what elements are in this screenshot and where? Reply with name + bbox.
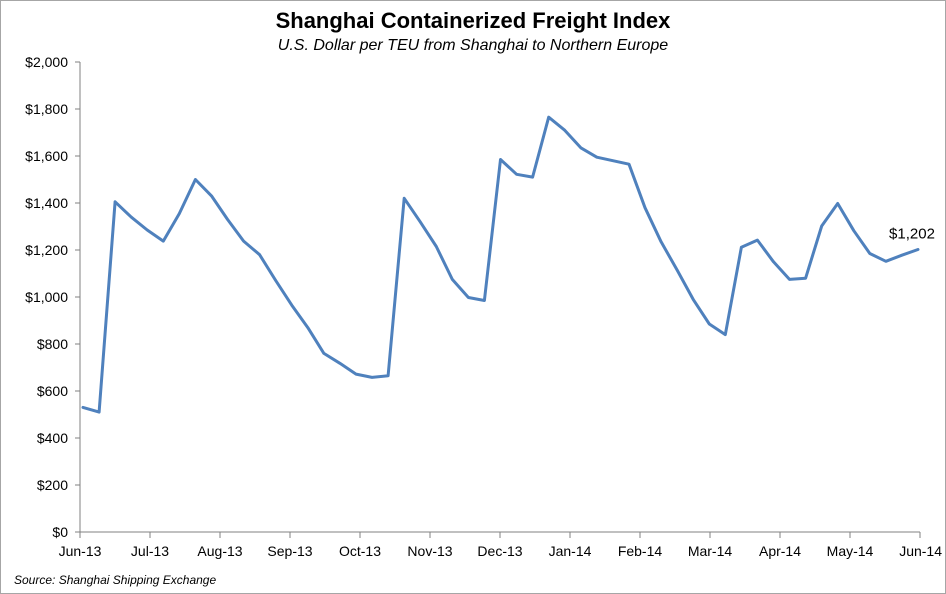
series-point: [724, 333, 727, 336]
x-tick-label: Nov-13: [407, 543, 452, 559]
series-point: [916, 248, 920, 251]
series-point: [820, 224, 823, 228]
series-point: [386, 374, 390, 377]
y-tick-label: $1,400: [25, 195, 68, 211]
x-tick-label: Feb-14: [618, 543, 663, 559]
series-point: [772, 260, 775, 263]
series-point: [419, 220, 422, 223]
y-tick-label: $1,800: [25, 101, 68, 117]
series-point: [868, 252, 871, 255]
series-point: [643, 206, 647, 209]
source-note: Source: Shanghai Shipping Exchange: [14, 573, 217, 587]
y-tick-label: $200: [37, 477, 68, 493]
series-line: [81, 115, 920, 414]
series-point: [708, 322, 711, 326]
x-axis: Jun-13 Jul-13 Aug-13 Sep-13 Oct-13 Nov-13 Dec-…: [59, 531, 942, 559]
y-tick-label: $800: [37, 336, 68, 352]
y-tick-label: $1,200: [25, 242, 68, 258]
y-tick-label: $1,000: [25, 289, 68, 305]
series-point: [226, 218, 229, 221]
series-point: [435, 245, 438, 248]
x-tick-label: Jun-13: [59, 543, 102, 559]
series-point: [611, 159, 615, 162]
series-point: [258, 253, 261, 256]
series-point: [515, 173, 518, 176]
x-tick-label: Jun-14: [899, 543, 942, 559]
series-point: [595, 156, 598, 159]
x-tick-label: Jul-13: [131, 543, 169, 559]
y-tick-label: $400: [37, 430, 68, 446]
series-point: [97, 410, 101, 414]
series-point: [242, 239, 245, 243]
last-value-label: $1,202: [889, 226, 935, 243]
series-point: [338, 362, 342, 365]
series-point: [194, 178, 197, 181]
series-point: [531, 175, 534, 179]
series-point: [322, 352, 326, 355]
series-point: [306, 326, 309, 329]
x-tick-label: Oct-13: [339, 543, 381, 559]
y-tick-label: $600: [37, 383, 68, 399]
series-point: [579, 146, 582, 149]
series-point: [274, 279, 277, 282]
x-tick-label: Aug-13: [197, 543, 242, 559]
y-axis: $0 $200 $400 $600 $800 $1,000 $1,200 $1,400 $1,6…: [25, 54, 81, 540]
series-point: [788, 278, 791, 281]
x-tick-label: Jan-14: [549, 543, 592, 559]
series-point: [659, 240, 663, 243]
series-point: [178, 212, 181, 215]
series-point: [627, 163, 631, 166]
series-point: [403, 197, 406, 200]
series-point: [451, 278, 454, 281]
series-point: [290, 304, 293, 307]
y-tick-label: $1,600: [25, 148, 68, 164]
x-tick-label: Apr-14: [759, 543, 801, 559]
series-point: [146, 228, 149, 232]
y-tick-label: $2,000: [25, 54, 68, 70]
series-point: [81, 406, 85, 409]
series-point: [130, 215, 133, 219]
x-tick-label: Sep-13: [267, 543, 312, 559]
x-tick-label: Dec-13: [477, 543, 522, 559]
x-tick-label: Mar-14: [688, 543, 733, 559]
series-point: [675, 268, 679, 272]
series-point: [370, 376, 374, 379]
series-point: [547, 116, 550, 119]
series-point: [563, 129, 566, 132]
chart-subtitle: U.S. Dollar per TEU from Shanghai to Nor…: [277, 37, 669, 54]
chart-title: Shanghai Containerized Freight Index: [275, 8, 671, 33]
series-point: [499, 158, 502, 161]
y-tick-label: $0: [52, 524, 68, 540]
series-point: [483, 299, 486, 302]
series-point: [884, 260, 888, 263]
series-point: [900, 254, 904, 257]
series-point: [113, 200, 117, 203]
series-point: [852, 229, 855, 232]
series-point: [740, 246, 743, 249]
series-point: [210, 194, 213, 198]
series-layer: [81, 115, 920, 414]
x-tick-label: May-14: [827, 543, 874, 559]
series-point: [756, 238, 759, 242]
series-point: [354, 372, 358, 376]
series-point: [162, 239, 165, 243]
series-point: [836, 202, 839, 205]
series-point: [804, 277, 807, 280]
series-point: [692, 298, 695, 301]
series-point: [467, 296, 470, 299]
